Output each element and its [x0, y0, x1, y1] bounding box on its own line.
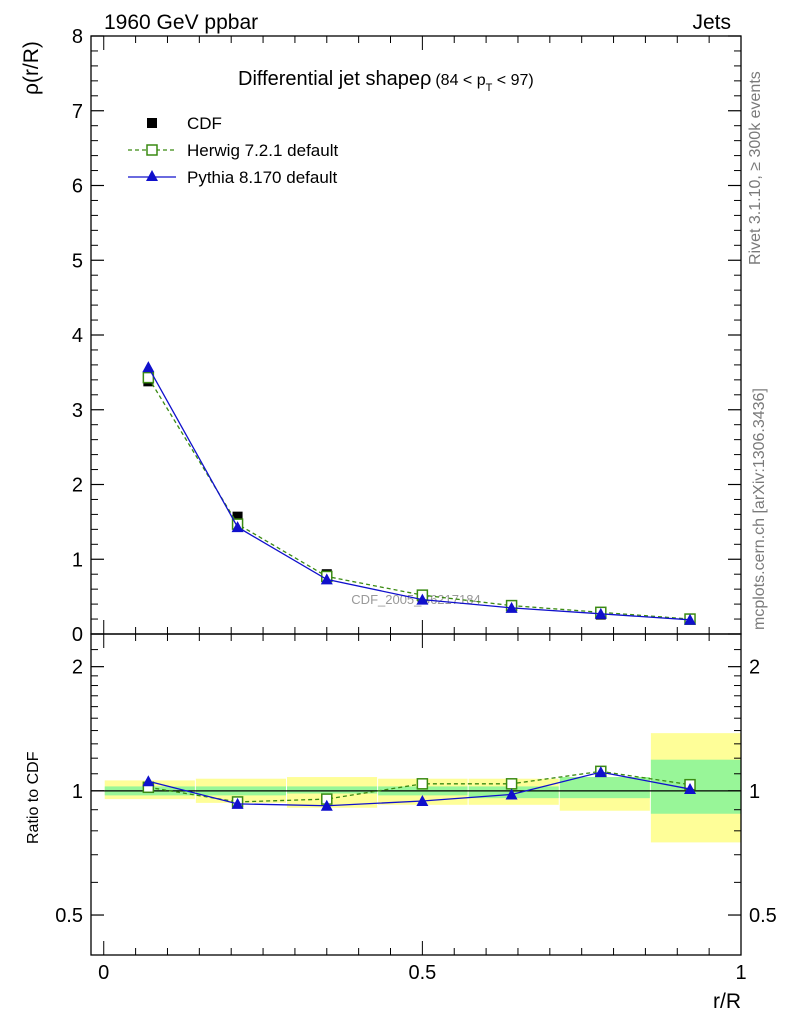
pythia-point	[416, 593, 429, 605]
chart-title-suffix: (84 < p	[435, 72, 485, 89]
pythia-line	[147, 366, 691, 621]
x-tick-label: 1	[735, 962, 746, 984]
ratio-y-tick-label: 2	[72, 657, 83, 679]
chart-title: Differential jet shapeρ (84 < pT < 97)	[238, 68, 534, 94]
ratio-pythia-point	[142, 775, 155, 787]
pythia-point	[594, 607, 607, 619]
y-tick-label: 5	[72, 250, 83, 272]
pythia-point	[231, 521, 244, 533]
ratio-herwig-point	[505, 778, 518, 790]
legend-cdf-label: CDF	[187, 114, 222, 133]
ratio-pythia-point	[684, 783, 697, 795]
ratio-frame	[90, 633, 742, 956]
ratio-pythia-point	[594, 766, 607, 778]
y-tick-label: 7	[72, 101, 83, 123]
x-tick-label: 0.5	[408, 962, 436, 984]
header-right: Jets	[692, 11, 731, 34]
pythia-point	[505, 601, 518, 613]
chart-title-main: Differential jet shapeρ	[238, 68, 431, 90]
ratio-y-tick-label: 0.5	[55, 905, 83, 927]
ratio-bands	[91, 733, 741, 843]
main-series	[142, 361, 697, 625]
pythia-point	[684, 613, 697, 625]
y-tick-label: 8	[72, 26, 83, 48]
uncertainty-band-stat	[468, 786, 559, 799]
y-tick-label: 4	[72, 325, 83, 347]
main-panel: 0 1 2 3 4 5 6 7 8 CDF_2005_S6217184 Differential…	[20, 26, 742, 646]
ratio-y-label: Ratio to CDF	[25, 751, 42, 844]
uncertainty-band-stat	[650, 759, 741, 814]
ratio-pythia-point	[416, 794, 429, 806]
cdf-point	[232, 511, 243, 522]
y-tick-label: 0	[72, 624, 83, 646]
legend-pythia-label: Pythia 8.170 default	[187, 168, 338, 187]
legend: CDF Herwig 7.2.1 default Pythia 8.170 de…	[128, 114, 338, 187]
header-left: 1960 GeV ppbar	[104, 11, 258, 34]
y-axis-label: ρ(r/R)	[20, 41, 43, 95]
ratio-herwig-point	[416, 778, 429, 790]
ratio-pythia-point	[320, 799, 333, 811]
main-axes: 0 1 2 3 4 5 6 7 8	[72, 26, 742, 646]
y-tick-label: 3	[72, 400, 83, 422]
ratio-y-tick-label: 1	[72, 781, 83, 803]
x-tick-label: 0	[98, 962, 109, 984]
ratio-y-tick-label-right: 0.5	[749, 905, 777, 927]
x-axis-label: r/R	[713, 990, 741, 1013]
watermark: CDF_2005_S6217184	[351, 592, 480, 607]
chart-title-end: < 97)	[492, 72, 533, 89]
legend-herwig-marker	[146, 144, 158, 156]
legend-cdf-marker	[147, 118, 157, 128]
y-tick-label: 6	[72, 176, 83, 198]
ratio-y-tick-label-right: 1	[749, 781, 760, 803]
ratio-panel: 0 0.5 1 0.5 0.5 1 1 2 2 Ratio to CDF r/R	[25, 633, 777, 1013]
pythia-point	[320, 573, 333, 585]
ratio-pythia-point	[231, 797, 244, 809]
rivet-label: Rivet 3.1.10, ≥ 300k events	[747, 71, 764, 265]
chart-title-sub: T	[486, 82, 493, 94]
pythia-point	[142, 361, 155, 373]
y-tick-label: 1	[72, 549, 83, 571]
ratio-series	[142, 765, 697, 811]
ratio-pythia-point	[505, 788, 518, 800]
y-tick-label: 2	[72, 475, 83, 497]
herwig-line	[147, 377, 691, 620]
uncertainty-band-stat	[559, 777, 650, 799]
legend-herwig-label: Herwig 7.2.1 default	[187, 141, 338, 160]
uncertainty-band-stat	[287, 786, 378, 794]
herwig-point	[142, 371, 155, 384]
ratio-axes: 0 0.5 1 0.5 0.5 1 1 2 2	[55, 634, 777, 984]
ratio-y-tick-label-right: 2	[749, 657, 760, 679]
mcplots-label: mcplots.cern.ch [arXiv:1306.3436]	[751, 388, 768, 630]
legend-pythia-marker	[146, 170, 158, 181]
